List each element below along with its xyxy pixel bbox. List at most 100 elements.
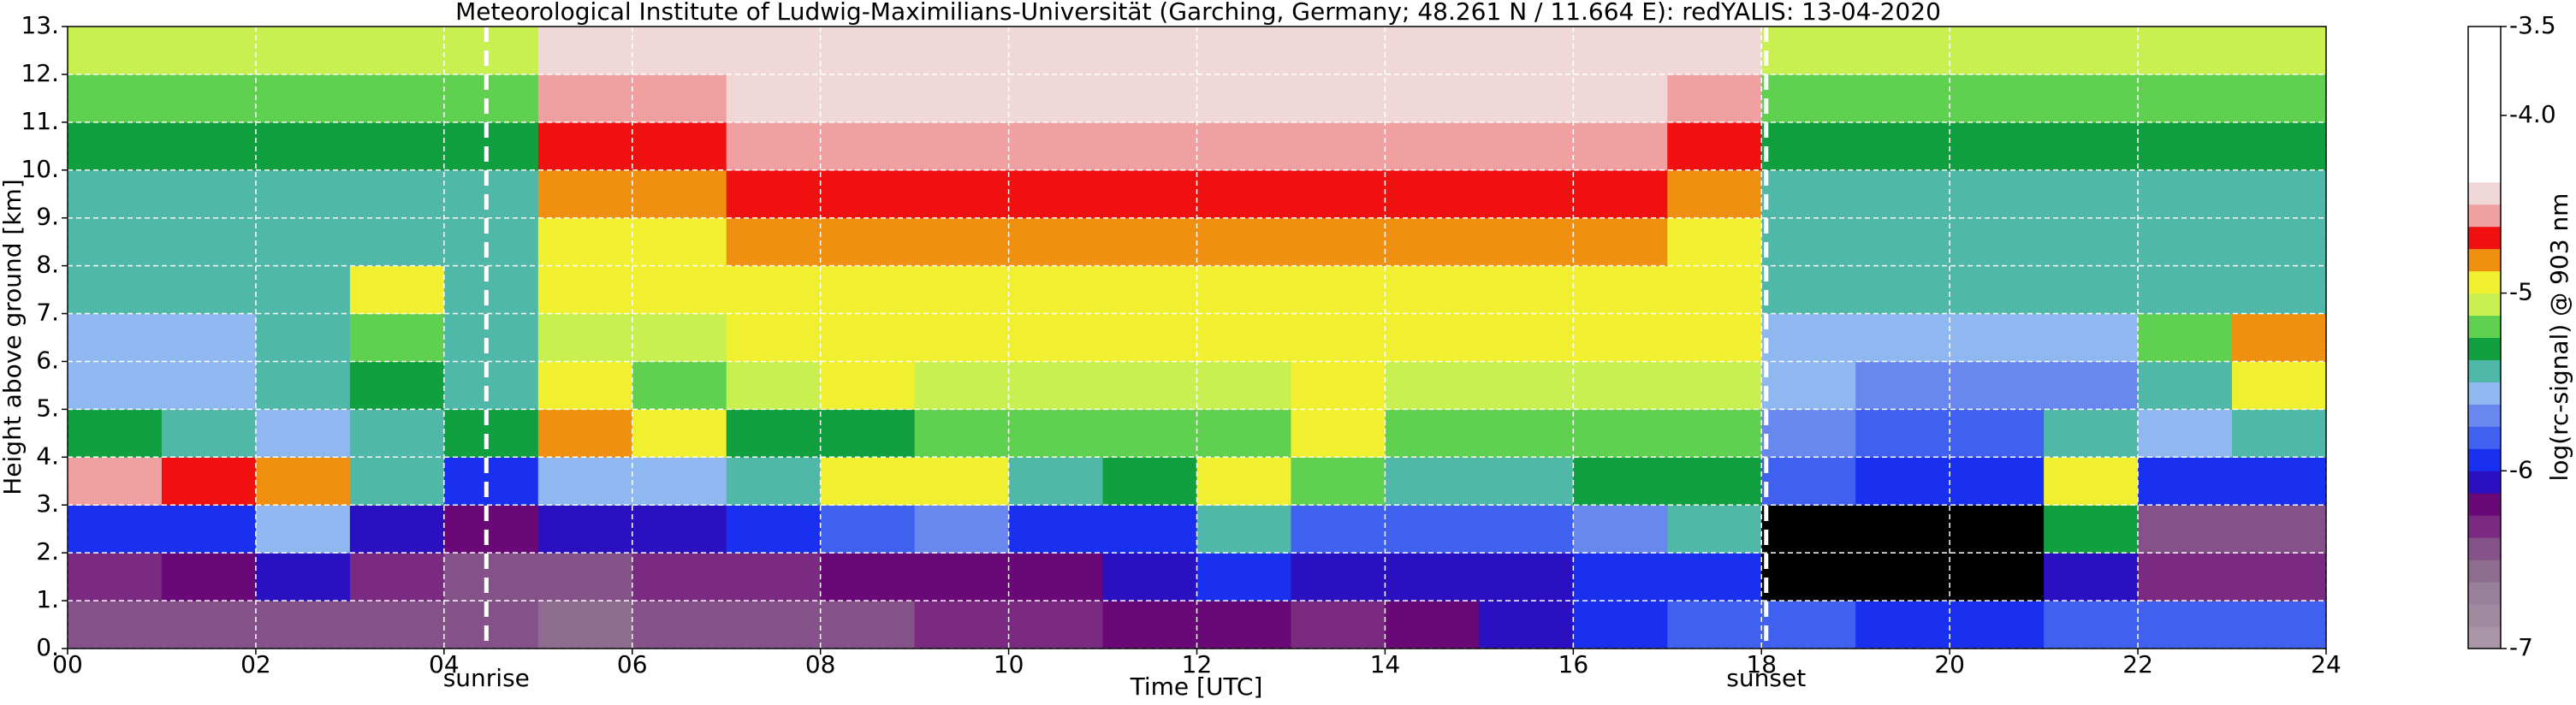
heatmap-cell [1102, 601, 1197, 649]
heatmap-cell [443, 121, 539, 171]
heatmap-cell [1761, 169, 1856, 219]
heatmap-cell [914, 169, 1010, 219]
colorbar-segment [2468, 626, 2501, 649]
heatmap-cell [1102, 457, 1197, 506]
colorbar-segment [2468, 159, 2501, 183]
heatmap-cell [726, 505, 822, 554]
heatmap-cell [1761, 74, 1856, 123]
heatmap-cell [1761, 313, 1856, 362]
heatmap-cell [1855, 27, 1950, 75]
heatmap-cell [1102, 505, 1197, 554]
heatmap-cell [443, 169, 539, 219]
heatmap-cell [1008, 505, 1104, 554]
heatmap-cell [1196, 27, 1291, 75]
heatmap-cell [1385, 601, 1480, 649]
heatmap-cell [820, 361, 916, 410]
heatmap-cell [1573, 121, 1668, 171]
heatmap-cell [632, 361, 727, 410]
heatmap-cell [1008, 121, 1104, 171]
heatmap-cell [1855, 361, 1950, 410]
heatmap-cell [726, 169, 822, 219]
heatmap-cell [537, 265, 633, 315]
heatmap-cell [1008, 553, 1104, 601]
heatmap-cell [68, 74, 163, 123]
heatmap-cell [349, 601, 445, 649]
heatmap-cell [349, 361, 445, 410]
colorbar-segment [2468, 293, 2501, 317]
heatmap-cell [1291, 121, 1386, 171]
heatmap-cell [68, 121, 163, 171]
heatmap-cell [1385, 457, 1480, 506]
heatmap-cell [1479, 505, 1574, 554]
heatmap-cell [1855, 169, 1950, 219]
heatmap-cell [1008, 265, 1104, 315]
heatmap-cell [2232, 169, 2327, 219]
heatmap-cell [161, 121, 257, 171]
colorbar-segment [2468, 493, 2501, 516]
heatmap-cell [2044, 505, 2139, 554]
heatmap-cell [1479, 265, 1574, 315]
heatmap-cell [1761, 121, 1856, 171]
heatmap-cell [1291, 313, 1386, 362]
y-tick-label: 11. [21, 107, 59, 135]
heatmap-cell [1855, 601, 1950, 649]
heatmap-cell [1291, 457, 1386, 506]
heatmap-cell [1008, 217, 1104, 267]
heatmap-cell [1573, 601, 1668, 649]
heatmap-cell [820, 169, 916, 219]
heatmap-cell [1385, 121, 1480, 171]
heatmap-cell [2044, 169, 2139, 219]
heatmap-cell [1291, 74, 1386, 123]
heatmap-cell [1008, 601, 1104, 649]
heatmap-cell [537, 217, 633, 267]
heatmap-cell [1573, 74, 1668, 123]
heatmap-cell [161, 217, 257, 267]
y-tick-label: 9. [36, 203, 59, 231]
colorbar-segment [2468, 137, 2501, 161]
heatmap-cell [443, 27, 539, 75]
heatmap-cell [1667, 553, 1762, 601]
plot-frame [67, 26, 2327, 649]
heatmap-cell [632, 121, 727, 171]
heatmap-cell [443, 74, 539, 123]
heatmap-cell [1385, 217, 1480, 267]
heatmap-cell [1479, 27, 1574, 75]
heatmap-cell [820, 505, 916, 554]
heatmap-cell [443, 457, 539, 506]
heatmap-cell [443, 601, 539, 649]
heatmap-cell [161, 409, 257, 458]
heatmap-cell [2232, 601, 2327, 649]
heatmap-cell [1950, 361, 2045, 410]
heatmap-cell [1196, 601, 1291, 649]
colorbar-segment [2468, 515, 2501, 538]
heatmap-cell [1008, 74, 1104, 123]
heatmap-cell [1291, 601, 1386, 649]
colorbar-segment [2468, 226, 2501, 250]
heatmap-cell [1385, 361, 1480, 410]
heatmap-cell [255, 265, 351, 315]
heatmap-cell [1291, 553, 1386, 601]
heatmap-cell [1855, 74, 1950, 123]
heatmap-cell [914, 457, 1010, 506]
heatmap-cell [2232, 313, 2327, 362]
heatmap-cell [1102, 27, 1197, 75]
heatmap-cell [1950, 169, 2045, 219]
heatmap-cell [1385, 553, 1480, 601]
heatmap-cell [1761, 457, 1856, 506]
heatmap-cell [726, 217, 822, 267]
heatmap-cell [1102, 217, 1197, 267]
heatmap-cell [1196, 121, 1291, 171]
heatmap-cell [1008, 409, 1104, 458]
heatmap-cell [632, 601, 727, 649]
y-tick-label: 12. [21, 59, 59, 87]
heatmap-cell [1667, 74, 1762, 123]
heatmap-cell [161, 27, 257, 75]
heatmap-cell [349, 121, 445, 171]
heatmap-cell [2044, 265, 2139, 315]
heatmap-cell [2138, 27, 2233, 75]
y-tick-label: 7. [36, 299, 59, 327]
heatmap-cell [2232, 457, 2327, 506]
heatmap-cell [1855, 505, 1950, 554]
heatmap-cell [68, 265, 163, 315]
y-tick-label: 8. [36, 251, 59, 279]
